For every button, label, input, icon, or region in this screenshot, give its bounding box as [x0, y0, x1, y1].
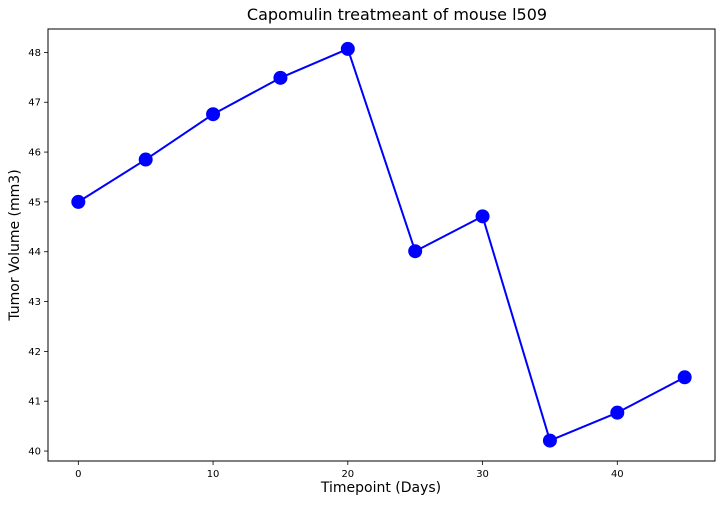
x-tick-label: 20: [341, 469, 354, 480]
y-tick-label: 42: [28, 347, 41, 358]
y-axis: 40 41 42 43 44 45 46 47 48: [28, 48, 48, 458]
y-tick-label: 47: [28, 98, 41, 109]
series-line: [77, 47, 686, 442]
y-tick-label: 46: [28, 148, 41, 159]
data-point: [475, 209, 490, 224]
data-point: [206, 107, 221, 122]
series-layer: [71, 41, 692, 448]
plot-area: [47, 28, 716, 462]
x-tick-label: 30: [476, 469, 489, 480]
y-axis-label: Tumor Volume (mm3): [7, 169, 23, 321]
data-point: [138, 152, 153, 167]
y-tick-label: 45: [28, 197, 41, 208]
data-point: [273, 70, 288, 85]
y-tick-label: 44: [28, 247, 41, 258]
data-point: [71, 194, 86, 209]
x-tick-label: 10: [207, 469, 220, 480]
y-tick-label: 40: [28, 447, 41, 458]
x-axis: 0 10 20 30 40: [75, 461, 624, 480]
chart-title: Capomulin treatmeant of mouse l509: [247, 5, 547, 24]
x-axis-label: Timepoint (Days): [320, 480, 441, 496]
x-tick-label: 40: [611, 469, 624, 480]
y-tick-label: 43: [28, 297, 41, 308]
data-point: [408, 244, 423, 259]
y-tick-label: 41: [28, 397, 41, 408]
y-tick-label: 48: [28, 48, 41, 59]
data-point: [340, 41, 355, 56]
data-point: [610, 405, 625, 420]
data-point: [677, 370, 692, 385]
data-point: [542, 433, 557, 448]
x-tick-label: 0: [75, 469, 81, 480]
